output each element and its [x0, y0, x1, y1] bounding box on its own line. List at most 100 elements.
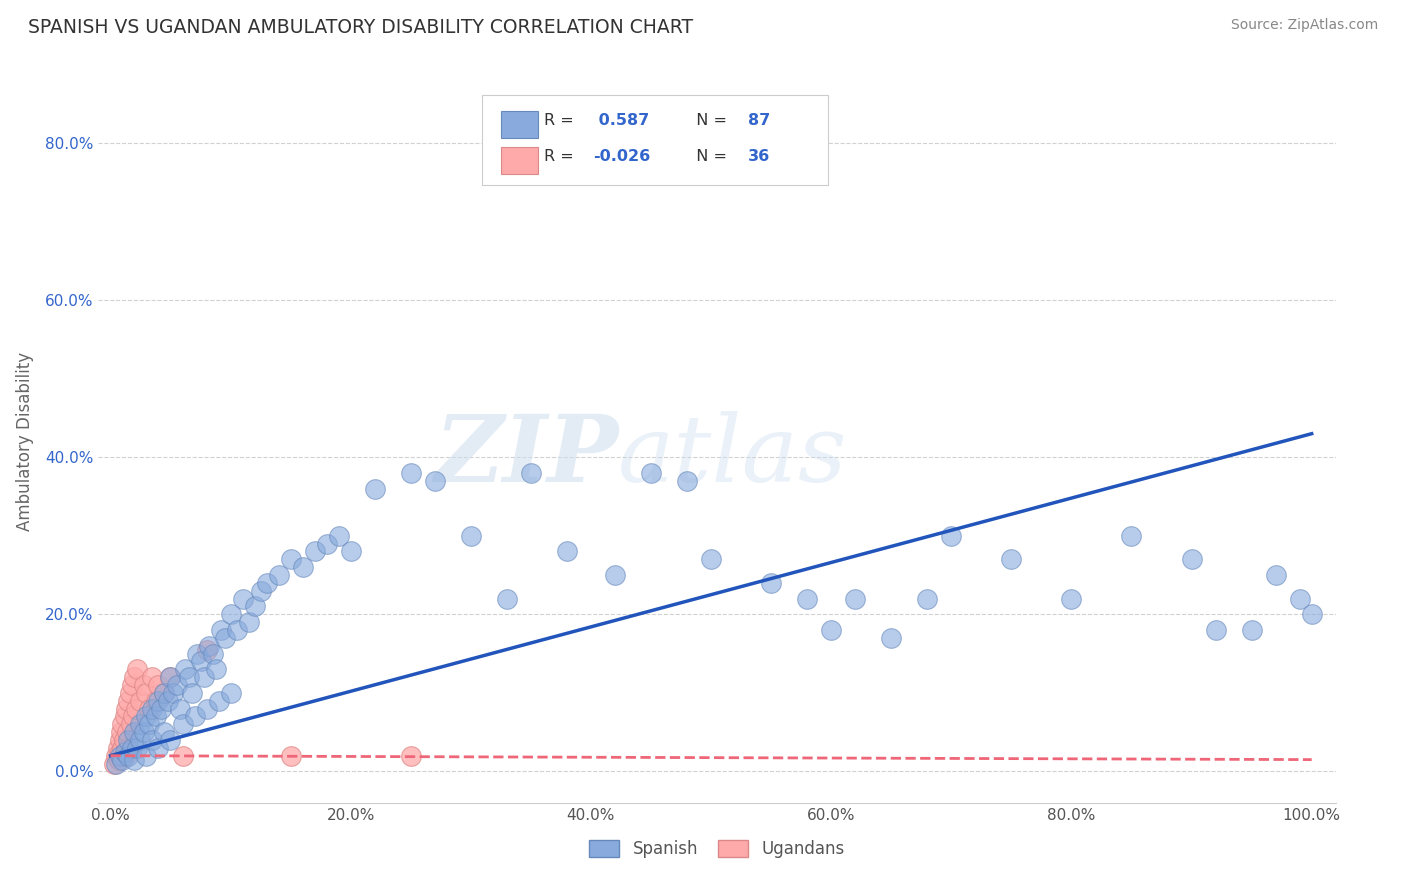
Point [249, 583, 271, 598]
Text: atlas: atlas [619, 411, 848, 501]
Point [125, 662, 148, 676]
Text: 87: 87 [748, 112, 770, 128]
Point [114, 745, 136, 759]
Point [117, 725, 139, 739]
Point [183, 709, 205, 723]
Point [1240, 623, 1263, 637]
Point [796, 591, 818, 606]
Point [129, 733, 152, 747]
Point [280, 748, 302, 763]
Point [1121, 529, 1143, 543]
Point [219, 607, 242, 622]
Point [169, 701, 191, 715]
Point [1000, 552, 1022, 566]
Point [124, 753, 146, 767]
Point [162, 686, 184, 700]
Point [149, 701, 172, 715]
Point [315, 536, 337, 550]
Point [304, 544, 326, 558]
Point [328, 529, 350, 543]
Point [145, 709, 167, 723]
Point [107, 740, 129, 755]
Point [880, 631, 903, 645]
Point [205, 662, 228, 676]
Point [132, 678, 155, 692]
Point [186, 647, 208, 661]
Point [1301, 607, 1323, 622]
Point [219, 686, 242, 700]
Point [153, 725, 176, 739]
Point [640, 466, 662, 480]
Point [193, 670, 215, 684]
Point [125, 740, 148, 755]
Point [844, 591, 866, 606]
Point [190, 655, 212, 669]
Point [124, 670, 146, 684]
Point [135, 748, 157, 763]
Point [148, 740, 170, 755]
Point [256, 575, 278, 590]
Point [225, 623, 247, 637]
Point [110, 725, 132, 739]
Point [117, 733, 139, 747]
Point [118, 686, 141, 700]
Point [108, 733, 131, 747]
Point [195, 701, 218, 715]
Point [121, 740, 143, 755]
Point [135, 709, 157, 723]
Point [117, 748, 139, 763]
Point [111, 753, 134, 767]
Text: N =: N = [686, 149, 733, 163]
Point [103, 756, 125, 771]
Point [111, 717, 134, 731]
Point [603, 568, 626, 582]
Point [555, 544, 578, 558]
Point [132, 725, 155, 739]
Text: 36: 36 [748, 149, 770, 163]
Point [159, 733, 181, 747]
Text: Source: ZipAtlas.com: Source: ZipAtlas.com [1230, 18, 1378, 32]
Text: 0.587: 0.587 [593, 112, 650, 128]
Point [1288, 591, 1310, 606]
Point [159, 670, 181, 684]
Point [820, 623, 842, 637]
Point [129, 694, 152, 708]
Point [157, 694, 180, 708]
Point [399, 466, 422, 480]
Point [267, 568, 290, 582]
Point [153, 686, 176, 700]
Text: R =: R = [544, 112, 579, 128]
Point [339, 544, 361, 558]
Point [115, 701, 138, 715]
Point [291, 560, 314, 574]
Point [238, 615, 260, 630]
Point [105, 756, 128, 771]
Legend: Spanish, Ugandans: Spanish, Ugandans [581, 832, 853, 867]
Point [108, 753, 131, 767]
Point [232, 591, 254, 606]
Text: SPANISH VS UGANDAN AMBULATORY DISABILITY CORRELATION CHART: SPANISH VS UGANDAN AMBULATORY DISABILITY… [28, 18, 693, 37]
Point [124, 701, 146, 715]
Point [153, 686, 176, 700]
Point [941, 529, 963, 543]
Bar [501, 111, 537, 138]
Point [917, 591, 939, 606]
Point [129, 717, 152, 731]
Text: ZIP: ZIP [434, 411, 619, 501]
Point [121, 678, 143, 692]
Point [460, 529, 482, 543]
Point [117, 694, 139, 708]
Point [159, 670, 181, 684]
Point [181, 686, 204, 700]
Point [141, 701, 163, 715]
Y-axis label: Ambulatory Disability: Ambulatory Disability [15, 352, 34, 531]
Point [364, 482, 387, 496]
Point [117, 740, 139, 755]
Point [280, 552, 302, 566]
Point [1264, 568, 1286, 582]
Point [198, 639, 221, 653]
Point [145, 694, 167, 708]
Point [166, 678, 188, 692]
Point [214, 631, 236, 645]
Point [1180, 552, 1202, 566]
